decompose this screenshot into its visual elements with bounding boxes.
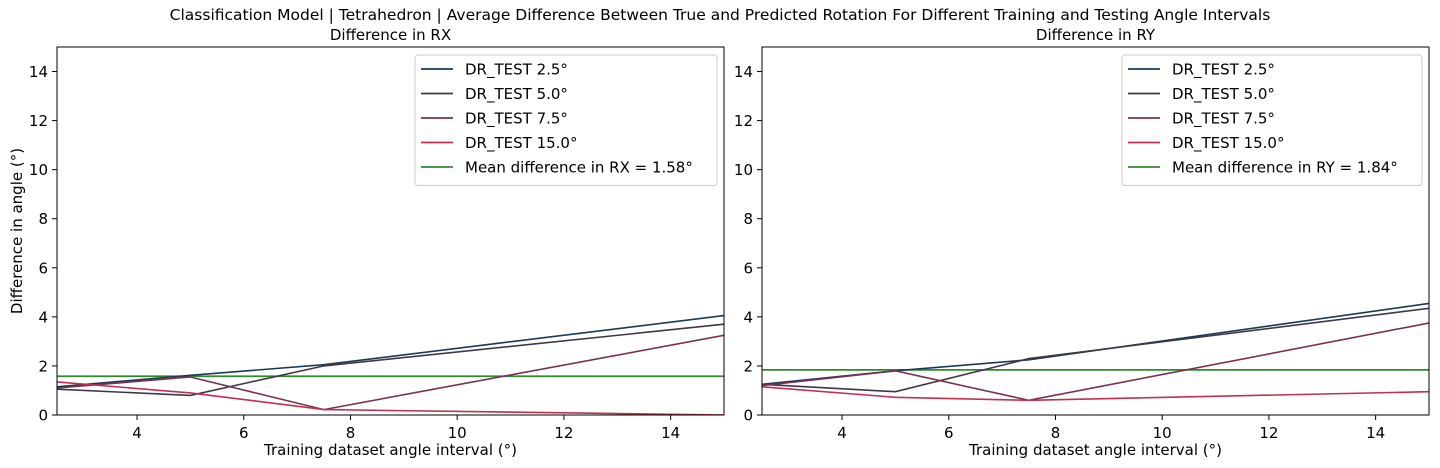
x-tick-label: 6 — [944, 424, 954, 442]
y-tick-label: 14 — [734, 63, 753, 81]
legend-label: DR_TEST 2.5° — [1172, 61, 1275, 80]
legend-label: DR_TEST 7.5° — [1172, 110, 1275, 129]
y-tick-label: 12 — [29, 112, 48, 130]
chart-title: Difference in RY — [1036, 26, 1156, 44]
series-line-3 — [57, 334, 724, 411]
chart-title: Difference in RX — [330, 26, 451, 44]
series-line-2 — [57, 323, 724, 397]
y-axis-label: Difference in angle (°) — [8, 148, 26, 314]
series-line-1 — [57, 314, 724, 388]
y-tick-label: 0 — [743, 407, 753, 425]
x-tick-label: 6 — [239, 424, 249, 442]
series-line-4 — [762, 386, 1429, 402]
y-tick-label: 10 — [29, 161, 48, 179]
x-tick-label: 14 — [1366, 424, 1385, 442]
legend-label: DR_TEST 7.5° — [465, 110, 568, 129]
x-tick-label: 14 — [661, 424, 680, 442]
plot-area — [57, 314, 724, 415]
y-tick-label: 10 — [734, 161, 753, 179]
axes-frame — [761, 46, 1430, 416]
legend-label: Mean difference in RX = 1.58° — [465, 159, 693, 177]
x-tick-label: 12 — [554, 424, 573, 442]
y-tick-label: 0 — [38, 407, 48, 425]
legend-label: DR_TEST 5.0° — [1172, 85, 1275, 104]
axes-frame — [56, 46, 725, 416]
x-axis-label: Training dataset angle interval (°) — [968, 441, 1222, 459]
legend-label: Mean difference in RY = 1.84° — [1172, 159, 1398, 177]
y-tick-label: 8 — [743, 210, 753, 228]
legend: DR_TEST 2.5° DR_TEST 5.0° DR_TEST 7.5° DR_T… — [414, 54, 718, 186]
series-line-1 — [762, 302, 1429, 386]
chart-panel-2: Difference in RY 4 6 8 10 12 14 0 2 4 6 8 10 12 14 Trai… — [734, 26, 1430, 459]
x-axis-label: Training dataset angle interval (°) — [263, 441, 517, 459]
x-tick-label: 4 — [837, 424, 847, 442]
y-tick-label: 4 — [38, 308, 48, 326]
chart-panel-1: Difference in RX 4 6 8 10 12 14 0 2 4 6 8 10 12 14 Trai… — [8, 26, 725, 459]
y-tick-label: 2 — [743, 357, 753, 375]
y-tick-label: 4 — [743, 308, 753, 326]
plot-area — [762, 302, 1429, 402]
legend-label: DR_TEST 15.0° — [465, 134, 577, 153]
x-tick-label: 10 — [448, 424, 467, 442]
legend-label: DR_TEST 5.0° — [465, 85, 568, 104]
x-tick-label: 8 — [346, 424, 356, 442]
series-line-3 — [762, 322, 1429, 402]
series-line-2 — [762, 307, 1429, 393]
legend: DR_TEST 2.5° DR_TEST 5.0° DR_TEST 7.5° DR_T… — [1121, 54, 1423, 186]
y-tick-label: 6 — [38, 259, 48, 277]
y-tick-label: 8 — [38, 210, 48, 228]
figure-suptitle: Classification Model | Tetrahedron | Ave… — [169, 6, 1271, 24]
legend-label: DR_TEST 2.5° — [465, 61, 568, 80]
legend-box — [1121, 54, 1423, 186]
x-tick-label: 8 — [1051, 424, 1061, 442]
y-tick-label: 14 — [29, 63, 48, 81]
y-tick-label: 2 — [38, 357, 48, 375]
x-tick-label: 12 — [1259, 424, 1278, 442]
y-tick-label: 12 — [734, 112, 753, 130]
legend-box — [414, 54, 718, 186]
x-tick-label: 10 — [1153, 424, 1172, 442]
series-line-4 — [57, 381, 724, 415]
legend-label: DR_TEST 15.0° — [1172, 134, 1284, 153]
y-tick-label: 6 — [743, 259, 753, 277]
x-tick-label: 4 — [132, 424, 142, 442]
